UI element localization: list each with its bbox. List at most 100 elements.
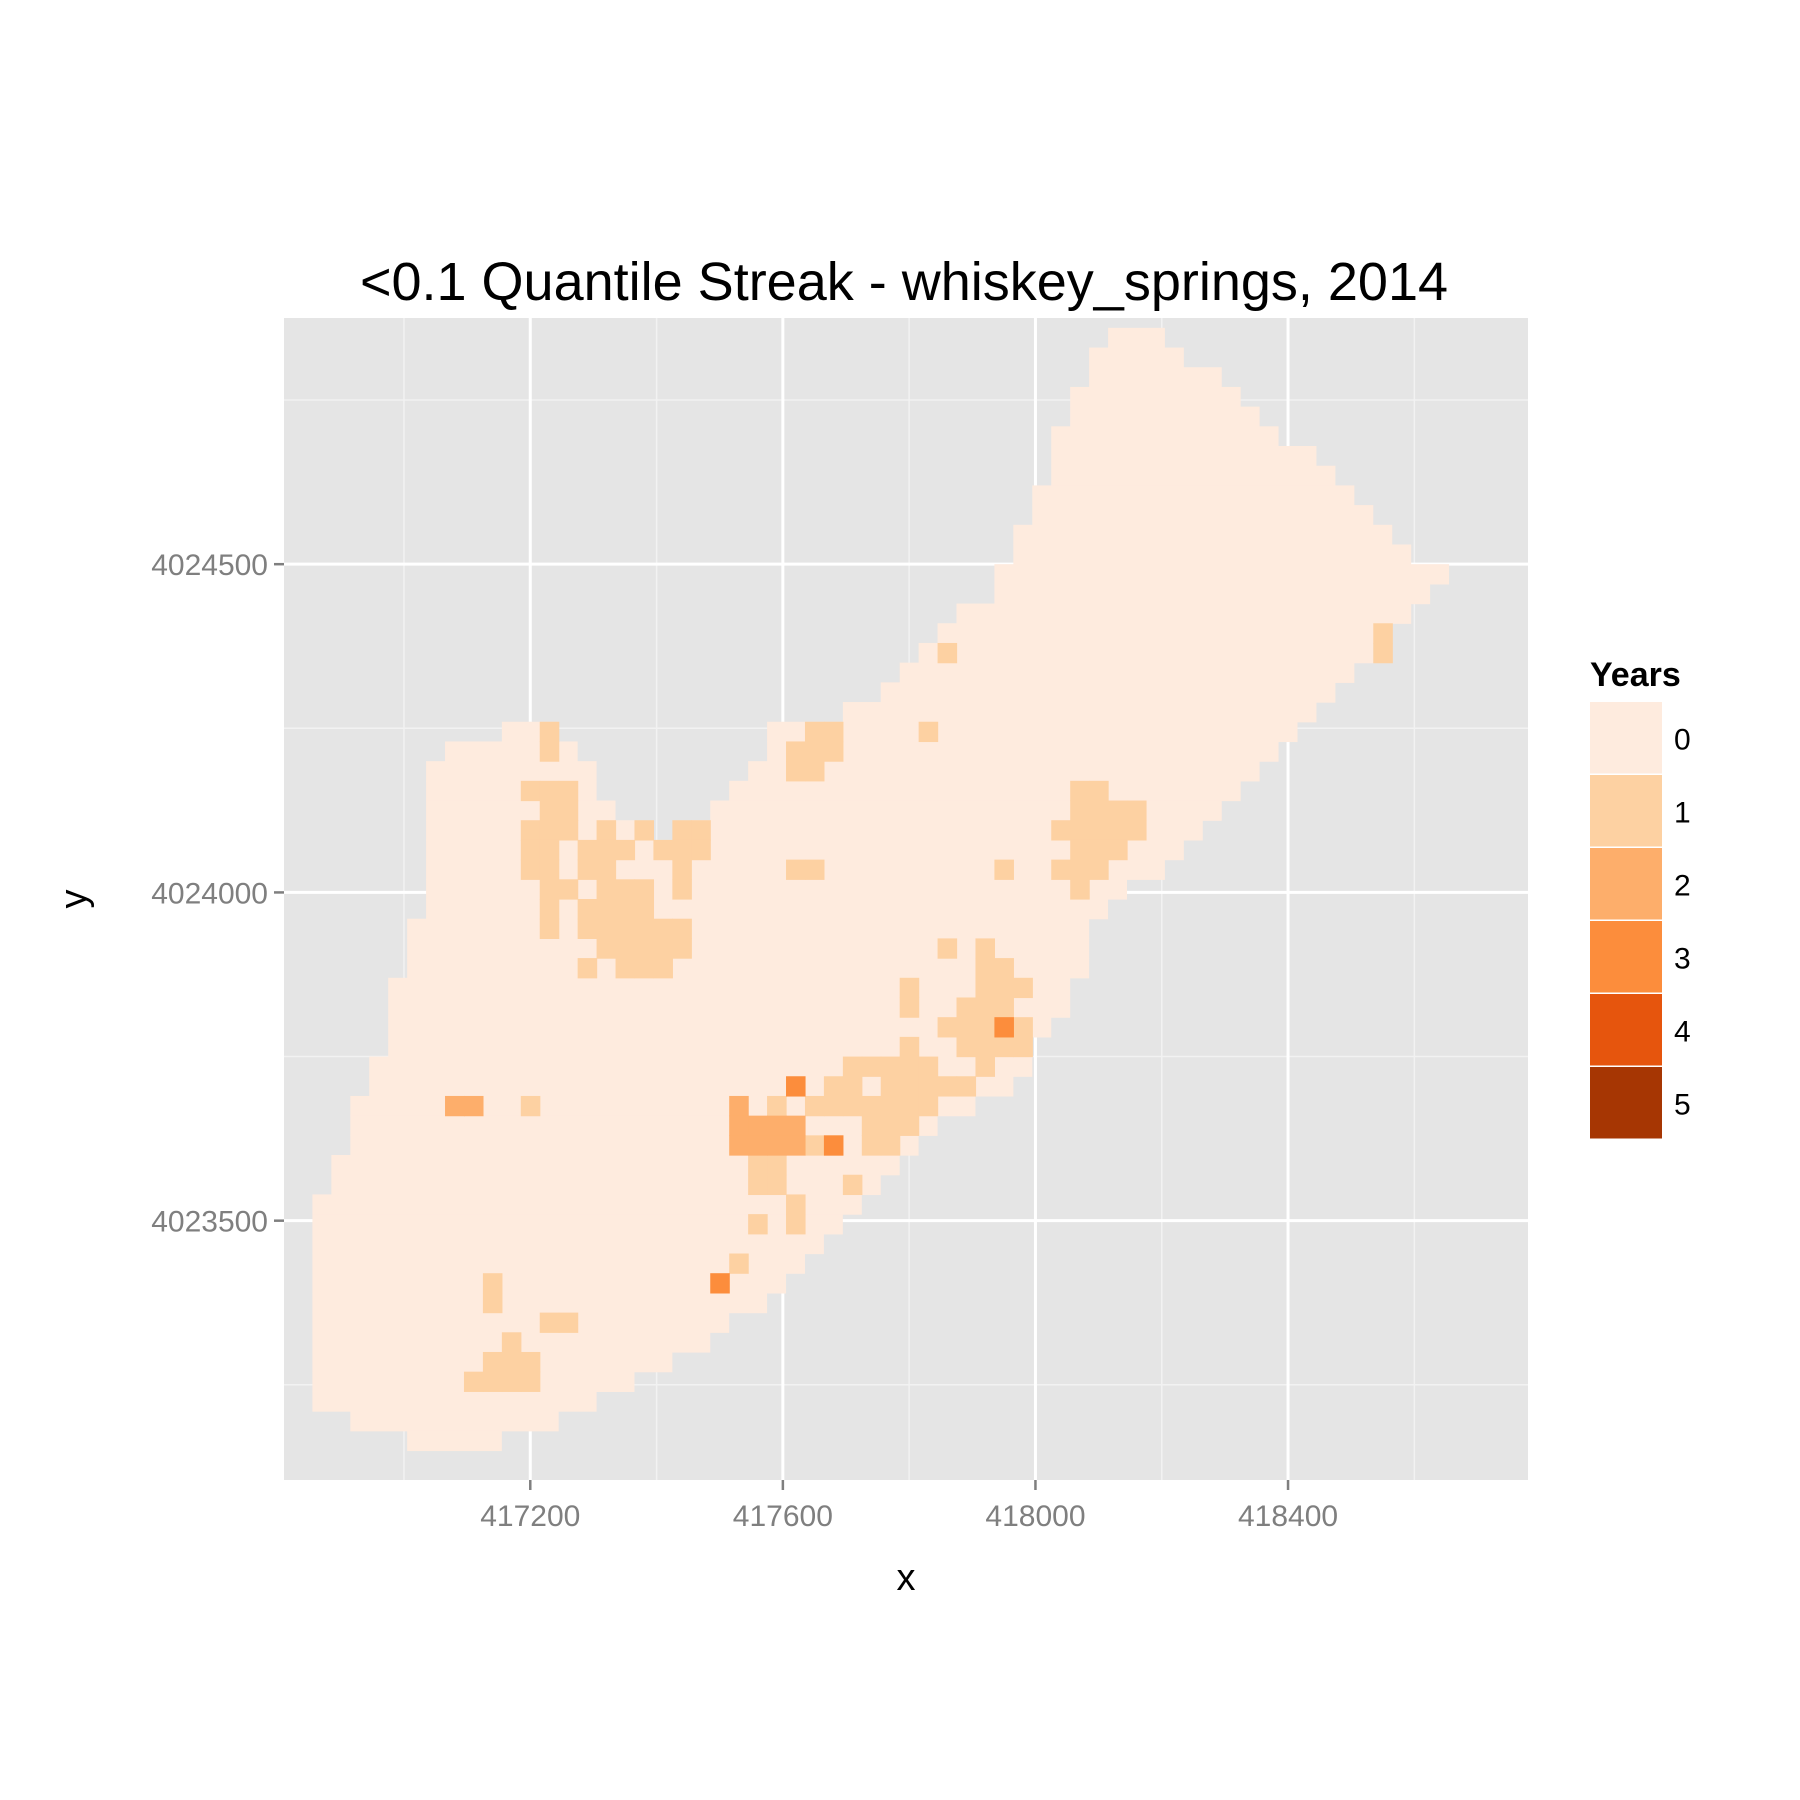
heatmap-tile-1 [956, 1036, 977, 1058]
heatmap-tile-row-0 [729, 780, 1241, 802]
heatmap-tile-1 [1089, 780, 1109, 802]
heatmap-tile-row-0 [388, 1017, 1052, 1038]
heatmap-tile-1 [596, 839, 617, 861]
heatmap-tile-row-0 [1051, 446, 1317, 467]
heatmap-tile-1 [1089, 800, 1109, 821]
heatmap-tile-row-0 [407, 918, 1090, 939]
heatmap-tile-1 [520, 820, 541, 841]
heatmap-tile-1 [539, 780, 560, 802]
heatmap-tile-1 [823, 741, 844, 762]
legend-label: 1 [1674, 797, 1691, 830]
heatmap-tile-row-0 [842, 702, 1317, 723]
heatmap-tile-1 [918, 1095, 939, 1117]
heatmap-tile-row-0 [331, 1155, 900, 1176]
heatmap-tile-1 [899, 1076, 920, 1097]
heatmap-tile-row-0 [312, 1214, 843, 1235]
heatmap-tile-row-0 [748, 761, 1260, 782]
heatmap-tile-1 [1373, 642, 1393, 664]
heatmap-tile-row-0 [350, 1411, 559, 1432]
heatmap-tile-row-0 [937, 623, 1393, 644]
heatmap-tile-2 [729, 1135, 749, 1156]
heatmap-tile-3 [994, 1017, 1014, 1038]
heatmap-tile-1 [596, 918, 617, 939]
heatmap-tile-1 [672, 839, 692, 861]
heatmap-tile-row-0 [312, 1253, 805, 1274]
heatmap-tile-row-0 [312, 1292, 768, 1314]
heatmap-tile-1 [672, 918, 692, 939]
heatmap-tile-row-0 [312, 1233, 824, 1255]
y-axis: 4023500 4024000 4024500 [151, 549, 284, 1239]
heatmap-tile-row-0 [407, 1430, 502, 1452]
heatmap-tile-1 [842, 1056, 863, 1077]
heatmap-tile-row-0 [312, 1273, 787, 1294]
heatmap-tile-1 [842, 1076, 863, 1097]
heatmap-tile-1 [653, 918, 673, 939]
heatmap-tile-1 [786, 1194, 806, 1215]
x-axis: 417200 417600 418000 418400 [480, 1480, 1338, 1533]
heatmap-tile-1 [804, 721, 825, 743]
heatmap-tile-row-0 [1051, 426, 1279, 447]
heatmap-tile-1 [880, 1135, 901, 1156]
heatmap-tile-1 [975, 997, 996, 1018]
heatmap-tile-1 [899, 1095, 920, 1117]
heatmap-tile-1 [786, 859, 806, 880]
heatmap-tile-1 [748, 1214, 768, 1235]
legend-label: 0 [1674, 724, 1691, 757]
heatmap-tile-1 [634, 938, 655, 959]
heatmap-tile-1 [767, 1095, 787, 1117]
heatmap-tile-3 [710, 1273, 730, 1294]
heatmap-tile-1 [994, 1036, 1014, 1058]
heatmap-tile-1 [520, 839, 541, 861]
heatmap-tile-1 [653, 938, 673, 959]
heatmap-tile-row-0 [426, 839, 711, 861]
heatmap-tile-1 [1051, 820, 1071, 841]
heatmap-tile-row-0 [1032, 485, 1355, 506]
heatmap-tile-1 [539, 721, 560, 743]
heatmap-tile-1 [577, 958, 598, 979]
heatmap-tile-1 [539, 839, 560, 861]
heatmap-tile-2 [463, 1095, 484, 1117]
heatmap-tile-1 [899, 977, 920, 999]
legend-title: Years [1590, 656, 1681, 694]
heatmap-tile-row-0 [880, 682, 1336, 703]
heatmap-tile-1 [482, 1273, 503, 1294]
heatmap-tile-1 [672, 859, 692, 880]
heatmap-tile-1 [823, 1076, 844, 1097]
heatmap-tile-2 [786, 1115, 806, 1136]
heatmap-tile-1 [615, 958, 636, 979]
heatmap-tile-1 [861, 1135, 882, 1156]
heatmap-tile-1 [1127, 800, 1147, 821]
heatmap-tile-1 [501, 1332, 522, 1353]
heatmap-tile-1 [918, 721, 939, 743]
heatmap-tile-1 [975, 1056, 996, 1077]
heatmap-tile-1 [786, 1214, 806, 1235]
heatmap-tile-1 [653, 839, 673, 861]
legend-key-3 [1590, 921, 1662, 993]
heatmap-tile-1 [975, 977, 996, 999]
heatmap-tile-1 [767, 1155, 787, 1176]
heatmap-tile-1 [634, 899, 655, 920]
heatmap-tile-1 [539, 918, 560, 939]
heatmap-tile-row-0 [899, 662, 1355, 683]
heatmap-tile-1 [1070, 800, 1090, 821]
heatmap-tile-1 [1108, 800, 1128, 821]
x-tick-label: 417600 [733, 1500, 833, 1533]
heatmap-tile-1 [577, 918, 598, 939]
heatmap-tile-row-0 [407, 938, 1090, 959]
heatmap-tile-row-0 [350, 1115, 938, 1136]
y-tick-label: 4024000 [151, 877, 268, 910]
heatmap-tile-1 [634, 918, 655, 939]
heatmap-tile-1 [463, 1371, 484, 1392]
heatmap-tile-row-0 [312, 1194, 862, 1215]
heatmap-tile-1 [994, 977, 1014, 999]
heatmap-tile-3 [823, 1135, 844, 1156]
heatmap-tile-1 [1070, 780, 1090, 802]
heatmap-tile-1 [786, 761, 806, 782]
heatmap-tile-1 [1089, 839, 1109, 861]
heatmap-tile-row-0 [994, 583, 1431, 605]
heatmap-tile-1 [596, 820, 617, 841]
heatmap-tile-1 [520, 859, 541, 880]
heatmap-tile-1 [1373, 623, 1393, 644]
heatmap-tile-1 [880, 1056, 901, 1077]
